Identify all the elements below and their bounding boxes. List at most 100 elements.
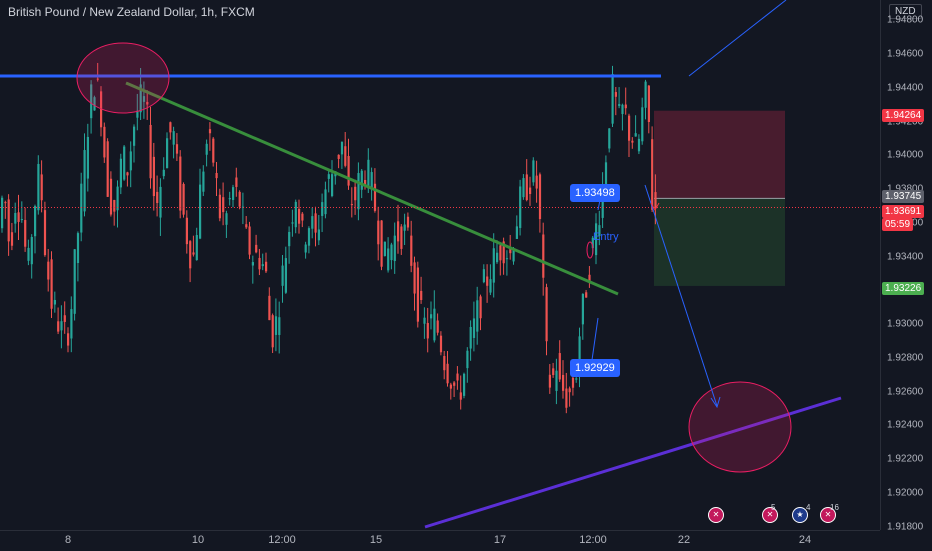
currency-badge[interactable]: NZD [889, 4, 922, 19]
candle-body [558, 353, 561, 380]
nz-flag-event-icon[interactable]: ★ [792, 507, 808, 523]
candle-body [199, 184, 202, 239]
candle-body [568, 388, 571, 393]
candle-body [598, 225, 601, 236]
candle-body [166, 138, 169, 169]
candle-body [20, 219, 23, 221]
candle-body [304, 244, 307, 253]
candle-body [298, 208, 301, 224]
candle-body [578, 336, 581, 370]
candle-body [469, 326, 472, 349]
candle-body [268, 295, 271, 321]
candle-body [7, 199, 10, 242]
candle-body [611, 74, 614, 124]
candle-body [459, 392, 462, 400]
time-label-24: 24 [798, 534, 812, 546]
uk-flag-event-icon-3[interactable]: ✕ [820, 507, 836, 523]
candle-body [509, 249, 512, 254]
uk-flag-event-icon-2[interactable]: ✕ [762, 507, 778, 523]
candle-body [222, 197, 225, 213]
candle-body [532, 160, 535, 183]
candle-body [406, 216, 410, 228]
candle-body [565, 388, 568, 408]
candle-body [208, 129, 212, 134]
candle-body [179, 156, 182, 211]
candle-body [443, 356, 446, 371]
candle-body [80, 183, 83, 233]
event-count-3: 4 [806, 503, 811, 512]
candle-body [86, 136, 89, 179]
candle-body [96, 78, 99, 80]
candle-body [53, 299, 56, 305]
candle-body [311, 216, 314, 229]
entry-marker-circle [586, 241, 594, 259]
last-price-badge: 1.93691 [882, 205, 925, 218]
candle-body [552, 368, 555, 376]
price-axis[interactable]: NZD 1.948001.946001.944001.942001.940001… [880, 0, 932, 532]
candle-body [63, 315, 66, 322]
price-tick: 1.93000 [887, 318, 924, 330]
candle-body [383, 241, 386, 257]
candle-body [76, 233, 80, 263]
candle-body [288, 231, 291, 247]
symbol-title: British Pound / New Zealand Dollar, 1h, … [8, 5, 255, 19]
target-zone-circle [688, 381, 792, 473]
candle-body [463, 373, 466, 396]
candle-body [189, 241, 192, 269]
candle-body [152, 156, 155, 197]
candle-body [515, 226, 518, 239]
candle-body [350, 204, 353, 206]
candle-body [34, 206, 37, 237]
candle-body [433, 308, 436, 341]
candle-body [387, 248, 390, 271]
candle-body [647, 85, 650, 123]
candle-body [60, 321, 63, 331]
candle-body [453, 382, 456, 386]
price-tick: 1.92800 [887, 352, 924, 364]
candle-body [265, 261, 268, 272]
candle-body [591, 237, 594, 249]
candle-body [641, 107, 644, 142]
candle-body [255, 244, 258, 253]
candle-body [449, 384, 452, 389]
candle-body [571, 377, 575, 388]
entry-label: Entry [593, 231, 619, 243]
price-tick: 1.93400 [887, 251, 924, 263]
candle-body [496, 252, 499, 263]
candle-body [142, 96, 146, 102]
candle-body [595, 223, 598, 256]
candle-body [172, 131, 175, 145]
candle-body [347, 155, 350, 186]
candle-body [314, 213, 317, 233]
stop-loss-zone [654, 110, 785, 199]
candle-body [83, 150, 86, 212]
candle-body [232, 187, 235, 200]
candle-body [535, 175, 538, 189]
candle-body [47, 261, 50, 280]
candle-body [274, 316, 278, 335]
candle-body [585, 292, 588, 298]
candle-body [218, 194, 221, 219]
candle-body [542, 234, 545, 278]
candle-body [505, 258, 509, 260]
candle-body [251, 262, 254, 266]
price-tick: 1.94400 [887, 82, 924, 94]
candle-body [538, 174, 542, 220]
candle-body [317, 229, 320, 241]
candle-body [248, 226, 251, 255]
price-tick: 1.92000 [887, 487, 924, 499]
price-chart[interactable] [0, 0, 880, 530]
chart-area[interactable]: British Pound / New Zealand Dollar, 1h, … [0, 0, 880, 530]
candle-body [159, 186, 162, 218]
candle-body [50, 259, 53, 309]
candle-body [410, 235, 413, 266]
candle-body [90, 84, 93, 119]
uk-flag-event-icon[interactable]: ✕ [708, 507, 724, 523]
candle-body [545, 287, 548, 342]
time-axis[interactable]: 8 10 12:00 15 17 12:00 22 24 [0, 530, 880, 551]
candle-body [284, 258, 287, 293]
candle-body [195, 235, 198, 261]
time-label-17: 17 [493, 534, 507, 546]
candle-body [651, 139, 654, 210]
candle-body [608, 128, 611, 149]
